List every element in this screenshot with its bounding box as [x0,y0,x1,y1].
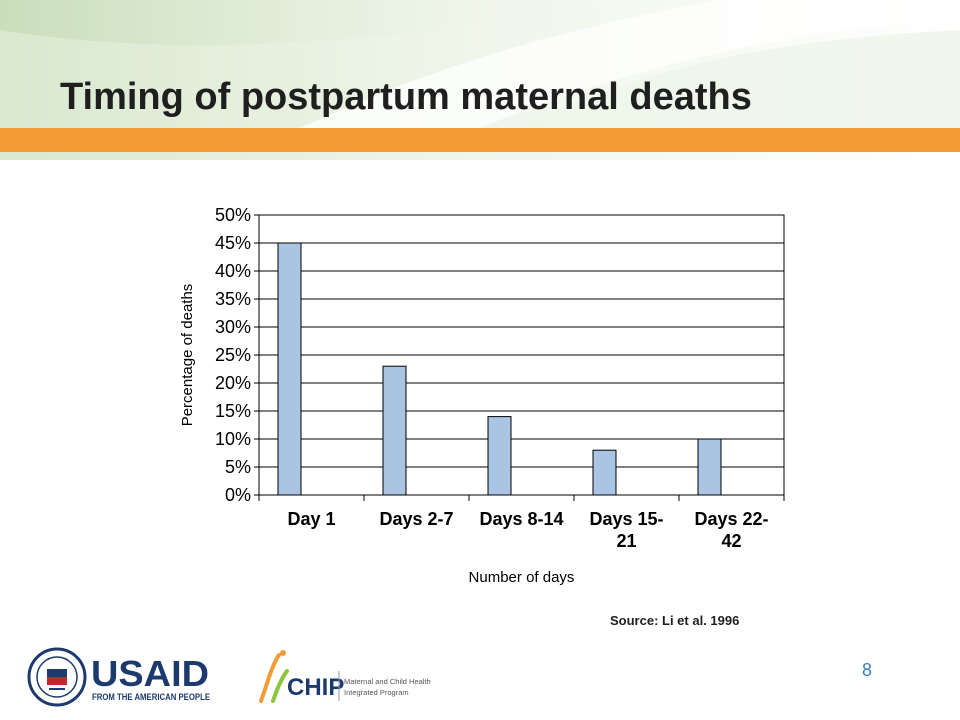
bar-chart: 0%5%10%15%20%25%30%35%40%45%50% Day 1 Day… [179,205,785,586]
x-tick-label: Days 22-42 [694,509,768,551]
y-tick-labels: 0% 5% 10% 15% 20% 25% 30% 35% 40% 45% 50% [215,205,251,505]
x-axis-label: Number of days [469,569,575,586]
y-tick-label: 0% [225,485,251,505]
mchip-logo-text: CHIP [287,674,344,701]
y-tick-label: 35% [215,289,251,309]
bar [697,438,722,496]
plot-frame [258,214,785,496]
accent-bar [0,128,960,152]
grid-lines [254,214,784,496]
mchip-name-line1: Maternal and Child Health [344,677,431,686]
slide-title: Timing of postpartum maternal deaths [60,76,752,118]
x-tick-labels: Day 1 Days 2-7 Days 8-14 Days 15-21 Days 22-… [287,509,768,551]
y-tick-label: 5% [225,457,251,477]
x-tick-label: Day 1 [287,509,335,529]
y-tick-label: 50% [215,205,251,225]
y-tick-label: 10% [215,429,251,449]
y-tick-label: 20% [215,373,251,393]
footer-logos: USAID FROM THE AMERICAN PEOPLE CHIP Mate… [27,647,431,707]
mchip-name-line2: Integrated Program [344,688,409,697]
bar [592,449,617,496]
y-tick-label: 30% [215,317,251,337]
x-tick-label: Days 8-14 [479,509,563,529]
usaid-seal-icon [27,647,87,707]
bar [487,416,512,496]
mchip-icon [259,650,289,703]
source-note: Source: Li et al. 1996 [610,613,740,628]
usaid-tagline: FROM THE AMERICAN PEOPLE [92,692,210,702]
bar [277,242,302,496]
bars [258,242,785,501]
page-number: 8 [862,660,873,680]
x-tick-label: Days 15-21 [589,509,663,551]
y-tick-label: 25% [215,345,251,365]
x-tick-label: Days 2-7 [379,509,453,529]
y-axis-label: Percentage of deaths [179,284,196,427]
y-tick-label: 40% [215,261,251,281]
y-tick-label: 15% [215,401,251,421]
y-tick-label: 45% [215,233,251,253]
usaid-logo-text: USAID [91,653,209,694]
bar [382,365,407,496]
